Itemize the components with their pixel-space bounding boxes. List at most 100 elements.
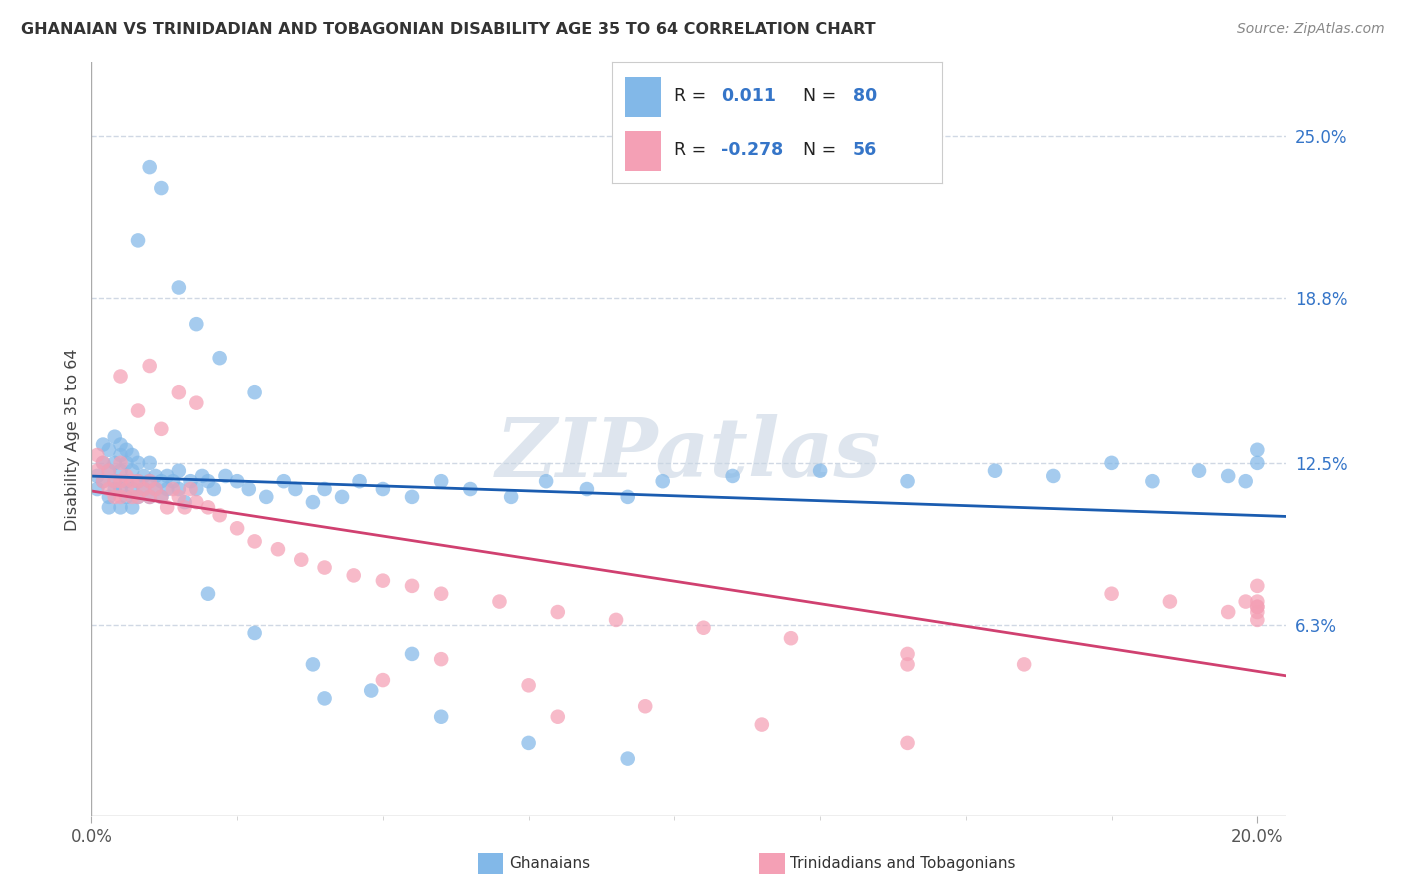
- Point: [517, 736, 540, 750]
- Point: [110, 490, 132, 504]
- Point: [517, 678, 540, 692]
- Point: [110, 448, 132, 462]
- Point: [145, 482, 167, 496]
- Point: [547, 605, 569, 619]
- Point: [547, 710, 569, 724]
- Text: Trinidadians and Tobagonians: Trinidadians and Tobagonians: [790, 856, 1015, 871]
- Point: [110, 464, 132, 478]
- Point: [896, 647, 918, 661]
- Point: [104, 456, 127, 470]
- Point: [121, 474, 143, 488]
- Point: [121, 482, 143, 496]
- Point: [1218, 469, 1240, 483]
- Point: [808, 464, 831, 478]
- Point: [97, 482, 120, 496]
- Point: [138, 490, 160, 504]
- Point: [86, 464, 108, 478]
- Point: [273, 474, 295, 488]
- Point: [167, 490, 190, 504]
- Point: [150, 474, 173, 488]
- Point: [150, 490, 173, 504]
- Point: [97, 490, 120, 504]
- Point: [132, 482, 155, 496]
- Point: [243, 534, 266, 549]
- Point: [1246, 599, 1268, 614]
- Point: [1101, 456, 1123, 470]
- Point: [616, 751, 638, 765]
- Point: [371, 673, 394, 687]
- Point: [226, 521, 249, 535]
- Point: [127, 490, 149, 504]
- Point: [138, 359, 160, 373]
- Point: [138, 474, 160, 488]
- Point: [284, 482, 307, 496]
- Point: [104, 474, 127, 488]
- Point: [896, 736, 918, 750]
- Point: [254, 490, 277, 504]
- Point: [360, 683, 382, 698]
- Point: [197, 474, 219, 488]
- Point: [401, 647, 423, 661]
- Point: [156, 469, 179, 483]
- Point: [1142, 474, 1164, 488]
- Point: [115, 469, 138, 483]
- Point: [86, 482, 108, 496]
- Point: [162, 474, 184, 488]
- Text: 0.011: 0.011: [721, 87, 776, 105]
- Point: [721, 469, 744, 483]
- Text: N =: N =: [803, 141, 837, 160]
- Point: [1188, 464, 1211, 478]
- Text: -0.278: -0.278: [721, 141, 783, 160]
- Point: [104, 474, 127, 488]
- Point: [121, 464, 143, 478]
- Point: [115, 442, 138, 457]
- Point: [127, 490, 149, 504]
- Point: [302, 495, 325, 509]
- Point: [1246, 605, 1268, 619]
- Point: [1042, 469, 1064, 483]
- Point: [401, 579, 423, 593]
- Point: [371, 482, 394, 496]
- Text: Source: ZipAtlas.com: Source: ZipAtlas.com: [1237, 22, 1385, 37]
- Point: [430, 652, 453, 666]
- Point: [138, 490, 160, 504]
- Point: [179, 482, 201, 496]
- Point: [243, 385, 266, 400]
- Point: [401, 490, 423, 504]
- Point: [121, 490, 143, 504]
- Point: [91, 456, 114, 470]
- Point: [226, 474, 249, 488]
- Point: [97, 500, 120, 515]
- Point: [202, 482, 225, 496]
- Point: [104, 482, 127, 496]
- Point: [132, 482, 155, 496]
- FancyBboxPatch shape: [624, 77, 661, 117]
- Point: [1246, 579, 1268, 593]
- Point: [110, 474, 132, 488]
- Point: [115, 456, 138, 470]
- Point: [121, 448, 143, 462]
- Point: [430, 474, 453, 488]
- Point: [197, 500, 219, 515]
- Point: [1246, 613, 1268, 627]
- Point: [97, 442, 120, 457]
- Point: [104, 490, 127, 504]
- Point: [1159, 594, 1181, 608]
- Point: [127, 456, 149, 470]
- Point: [173, 500, 195, 515]
- Point: [208, 351, 231, 366]
- Point: [1234, 474, 1257, 488]
- Point: [173, 495, 195, 509]
- Point: [138, 456, 160, 470]
- Point: [302, 657, 325, 672]
- Point: [138, 474, 160, 488]
- Point: [186, 495, 208, 509]
- Point: [110, 369, 132, 384]
- Point: [167, 385, 190, 400]
- Point: [1234, 594, 1257, 608]
- Point: [110, 456, 132, 470]
- Point: [145, 469, 167, 483]
- Point: [1246, 594, 1268, 608]
- Point: [91, 474, 114, 488]
- Point: [150, 490, 173, 504]
